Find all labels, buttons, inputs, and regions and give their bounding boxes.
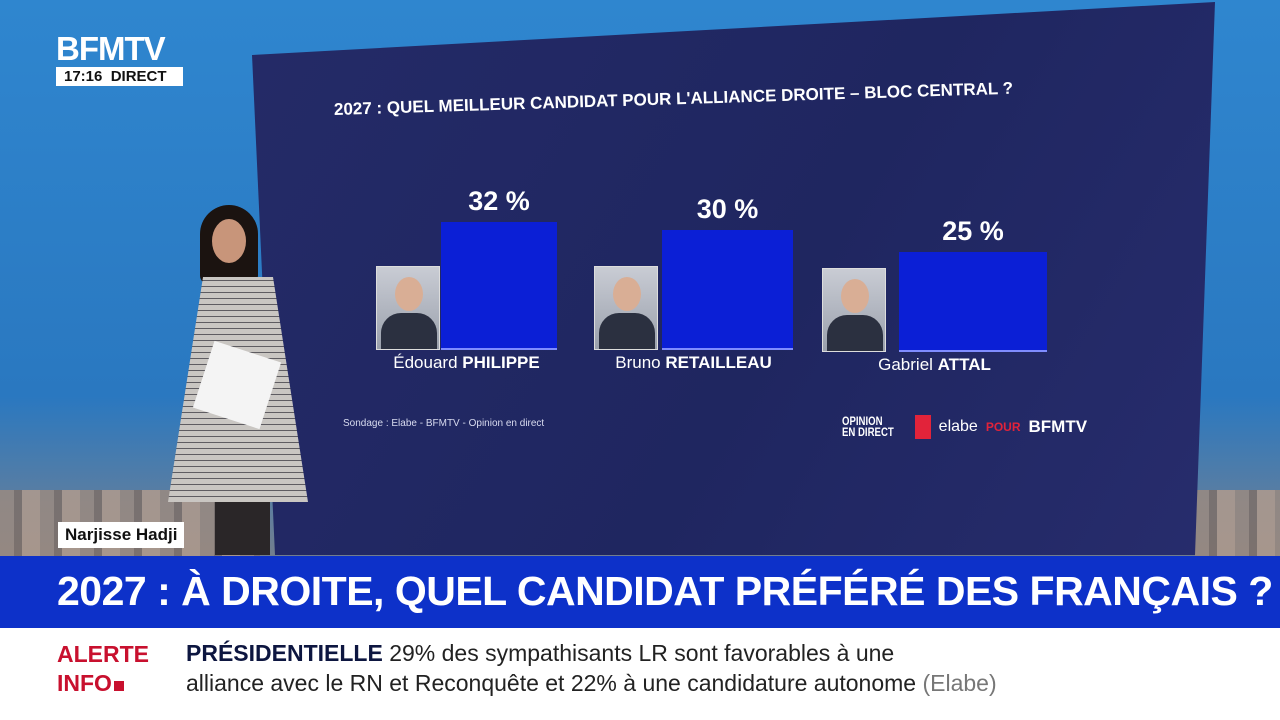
opinion-text: OPINION: [842, 414, 883, 428]
chart-source: Sondage : Elabe - BFMTV - Opinion en dir…: [343, 418, 545, 429]
data-label: 32 %: [468, 186, 530, 216]
first-name: Gabriel: [878, 355, 933, 374]
presenter: [160, 205, 310, 555]
data-label: 25 %: [942, 216, 1004, 246]
first-name: Édouard: [393, 353, 458, 372]
alert-line1: ALERTE: [57, 641, 149, 667]
poll-logos: OPINION EN DIRECT elabe POUR BFMTV: [842, 415, 1087, 439]
presenter-name-caption: Narjisse Hadji: [58, 522, 185, 548]
candidate-name: Bruno RETAILLEAU: [584, 353, 804, 373]
bar-attal: [899, 252, 1047, 352]
candidate-photo: [822, 268, 886, 352]
opinion-en-direct-logo: OPINION EN DIRECT: [842, 414, 894, 439]
candidate-name: Gabriel ATTAL: [825, 355, 1045, 375]
chart-title: 2027 : QUEL MEILLEUR CANDIDAT POUR L'ALL…: [333, 78, 1014, 119]
en-direct-text: EN DIRECT: [842, 425, 894, 439]
candidate-name: Édouard PHILIPPE: [357, 353, 577, 373]
headline-banner: 2027 : À DROITE, QUEL CANDIDAT PRÉFÉRÉ D…: [0, 556, 1280, 628]
presenter-face: [212, 219, 246, 263]
ticker-topic: PRÉSIDENTIELLE: [186, 640, 383, 666]
last-name: RETAILLEAU: [665, 353, 772, 372]
square-icon: [113, 681, 124, 691]
bar-chart: 2027 : QUEL MEILLEUR CANDIDAT POUR L'ALL…: [333, 78, 1087, 439]
ticker-line1: 29% des sympathisants LR sont favorables…: [389, 640, 895, 666]
first-name: Bruno: [615, 353, 661, 372]
alert-line2: INFO: [57, 670, 112, 696]
news-ticker: ALERTE INFO PRÉSIDENTIELLE 29% des sympat…: [0, 628, 1280, 720]
presenter-legs: [215, 500, 270, 555]
ticker-line2: alliance avec le RN et Reconquête et 22%…: [186, 670, 917, 696]
alerte-info-badge: ALERTE INFO: [57, 640, 149, 698]
ticker-text: PRÉSIDENTIELLE 29% des sympathisants LR …: [186, 638, 997, 698]
elabe-logo: elabe: [938, 418, 978, 435]
pour-text: POUR: [985, 420, 1021, 434]
bfmtv-small-logo: BFMTV: [1028, 417, 1088, 436]
elabe-e-icon: [914, 415, 931, 439]
time: 17:16: [64, 68, 103, 85]
channel-logo: BFMTV 17:16 DIRECT: [56, 30, 183, 86]
data-label: 30 %: [696, 194, 759, 224]
bfmtv-logo: BFMTV: [56, 30, 166, 67]
live-clock: 17:16 DIRECT: [56, 67, 183, 86]
candidate-photo: [376, 266, 440, 350]
ticker-source: (Elabe): [922, 670, 997, 696]
bar-retailleau: [662, 230, 793, 350]
candidate-photo: [594, 266, 658, 350]
last-name: PHILIPPE: [462, 353, 540, 372]
live-label: DIRECT: [110, 68, 167, 85]
bar-philippe: [441, 222, 557, 350]
last-name: ATTAL: [937, 355, 991, 374]
